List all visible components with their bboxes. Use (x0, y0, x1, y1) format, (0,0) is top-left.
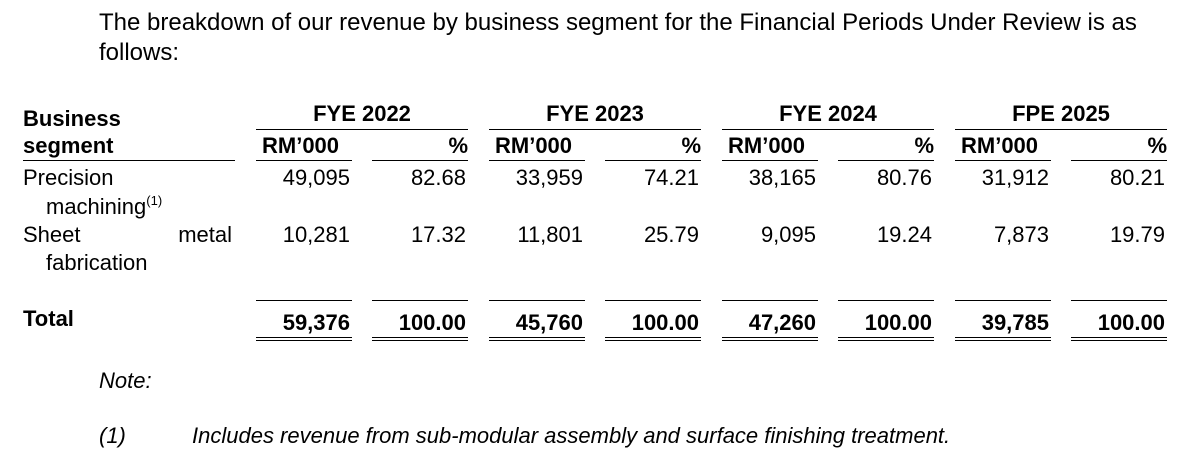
total-underline2-pct-fye2024 (838, 340, 934, 341)
note-heading: Note: (99, 368, 152, 393)
unit-pct-fpe2025: % (1147, 133, 1167, 158)
unit-rm-fpe2025: RM’000 (961, 133, 1039, 158)
cell-sheet-pct-fye2024: 19.24 (876, 222, 932, 247)
total-top-rule-pct-fye2024 (838, 300, 934, 301)
unit-pct-fye2023: % (681, 133, 701, 158)
intro-paragraph: The breakdown of our revenue by business… (99, 9, 1137, 66)
period-header-fye2023: FYE 2023 (546, 101, 644, 126)
total-underline1-rm-fye2024 (722, 337, 818, 338)
total-underline1-pct-fye2022 (372, 337, 468, 338)
total-top-rule-rm-fpe2025 (955, 300, 1051, 301)
cell-sheet-rm-fye2023: 11,801 (517, 222, 583, 247)
cell-precision-pct-fpe2025: 80.21 (1109, 165, 1165, 190)
total-rm-fye2024: 47,260 (748, 310, 816, 335)
period-rule-fpe2025 (955, 129, 1167, 130)
cell-sheet-rm-fpe2025: 7,873 (993, 222, 1049, 247)
total-rm-fye2023: 45,760 (515, 310, 583, 335)
total-pct-fye2023: 100.00 (631, 310, 699, 335)
row-label-sheet-line1a: Sheet (23, 222, 81, 247)
note-text: Includes revenue from sub-modular assemb… (192, 423, 951, 448)
unit-rule-rm-fye2022 (256, 160, 352, 161)
period-header-fpe2025: FPE 2025 (1012, 101, 1110, 126)
total-top-rule-pct-fpe2025 (1071, 300, 1167, 301)
cell-sheet-pct-fye2023: 25.79 (643, 222, 699, 247)
period-rule-fye2023 (489, 129, 701, 130)
total-underline2-pct-fpe2025 (1071, 340, 1167, 341)
unit-rule-rm-fye2023 (489, 160, 585, 161)
total-top-rule-pct-fye2023 (605, 300, 701, 301)
total-underline1-pct-fye2023 (605, 337, 701, 338)
cell-precision-rm-fye2022: 49,095 (282, 165, 350, 190)
total-label: Total (23, 306, 74, 331)
total-underline2-rm-fye2023 (489, 340, 585, 341)
total-top-rule-rm-fye2024 (722, 300, 818, 301)
cell-precision-pct-fye2024: 80.76 (876, 165, 932, 190)
cell-precision-rm-fye2023: 33,959 (515, 165, 583, 190)
total-underline1-rm-fpe2025 (955, 337, 1051, 338)
segment-header-line1: Business (23, 106, 121, 131)
period-rule-fye2024 (722, 129, 934, 130)
unit-rm-fye2024: RM’000 (728, 133, 806, 158)
unit-rule-rm-fye2024 (722, 160, 818, 161)
total-underline1-pct-fpe2025 (1071, 337, 1167, 338)
unit-rm-fye2023: RM’000 (495, 133, 573, 158)
footnote-ref-1: (1) (146, 193, 163, 208)
unit-rule-pct-fye2023 (605, 160, 701, 161)
cell-precision-pct-fye2022: 82.68 (410, 165, 466, 190)
row-label-precision-line2: machining(1) (46, 194, 162, 220)
unit-rule-rm-fpe2025 (955, 160, 1051, 161)
total-pct-fye2024: 100.00 (864, 310, 932, 335)
total-underline2-rm-fpe2025 (955, 340, 1051, 341)
total-underline2-rm-fye2022 (256, 340, 352, 341)
cell-precision-rm-fye2024: 38,165 (748, 165, 816, 190)
unit-pct-fye2024: % (914, 133, 934, 158)
unit-rule-pct-fpe2025 (1071, 160, 1167, 161)
total-top-rule-rm-fye2022 (256, 300, 352, 301)
total-rm-fpe2025: 39,785 (981, 310, 1049, 335)
unit-pct-fye2022: % (448, 133, 468, 158)
total-top-rule-rm-fye2023 (489, 300, 585, 301)
row-label-precision-line1: Precision (23, 165, 114, 190)
total-underline1-rm-fye2023 (489, 337, 585, 338)
total-pct-fye2022: 100.00 (398, 310, 466, 335)
segment-header-rule (23, 160, 235, 161)
row-label-precision-text: machining (46, 194, 147, 219)
row-label-sheet-line2: fabrication (46, 250, 148, 275)
cell-precision-rm-fpe2025: 31,912 (981, 165, 1049, 190)
row-label-sheet-line1b: metal (178, 222, 232, 247)
cell-sheet-pct-fpe2025: 19.79 (1109, 222, 1165, 247)
total-underline2-pct-fye2022 (372, 340, 468, 341)
cell-precision-pct-fye2023: 74.21 (643, 165, 699, 190)
unit-rule-pct-fye2022 (372, 160, 468, 161)
segment-header-line2: segment (23, 133, 114, 158)
cell-sheet-rm-fye2024: 9,095 (760, 222, 816, 247)
total-underline2-rm-fye2024 (722, 340, 818, 341)
total-rm-fye2022: 59,376 (282, 310, 350, 335)
cell-sheet-pct-fye2022: 17.32 (410, 222, 466, 247)
total-pct-fpe2025: 100.00 (1097, 310, 1165, 335)
total-top-rule-pct-fye2022 (372, 300, 468, 301)
period-header-fye2024: FYE 2024 (779, 101, 877, 126)
period-rule-fye2022 (256, 129, 468, 130)
note-marker: (1) (99, 423, 126, 448)
unit-rule-pct-fye2024 (838, 160, 934, 161)
total-underline1-pct-fye2024 (838, 337, 934, 338)
unit-rm-fye2022: RM’000 (262, 133, 340, 158)
period-header-fye2022: FYE 2022 (313, 101, 411, 126)
cell-sheet-rm-fye2022: 10,281 (282, 222, 350, 247)
total-underline1-rm-fye2022 (256, 337, 352, 338)
total-underline2-pct-fye2023 (605, 340, 701, 341)
